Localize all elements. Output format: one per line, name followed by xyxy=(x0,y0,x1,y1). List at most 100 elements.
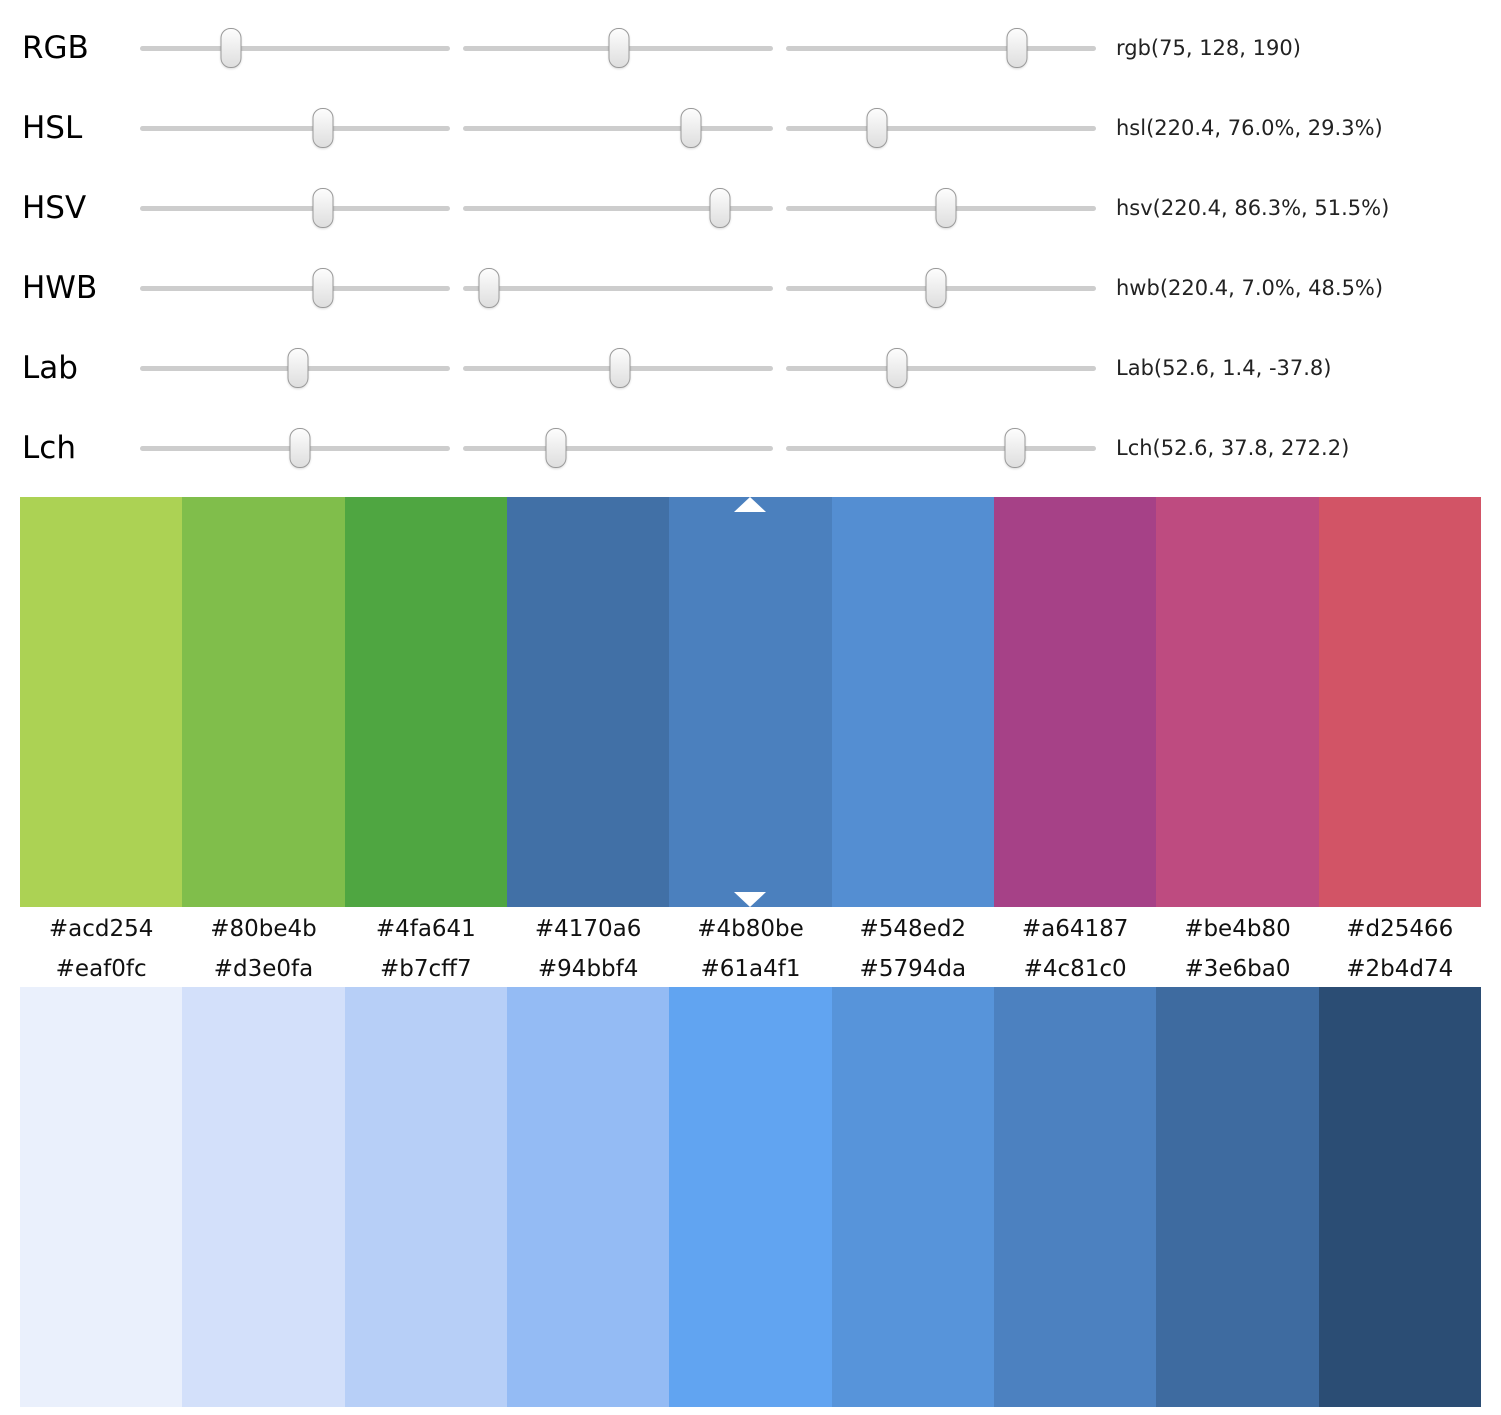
hue-hex-label-2: #80be4b xyxy=(210,916,317,942)
shade-palette-section: #eaf0fc #d3e0fa #b7cff7 #94bbf4 #61a4f1 … xyxy=(20,951,1481,1407)
hsl-slider-handle-2[interactable] xyxy=(680,108,702,148)
shade-swatch-3[interactable] xyxy=(344,987,507,1407)
hue-hex-label-7: #a64187 xyxy=(1021,916,1129,942)
slider-row-hwb-label: HWB xyxy=(22,270,98,306)
lab-slider-handle-1[interactable] xyxy=(287,348,309,388)
hsv-slider-track-3[interactable] xyxy=(786,186,1096,230)
slider-row-lab: Lab Lab(52.6, 1.4, -37.8) xyxy=(0,328,1501,408)
hue-hex-label-1: #acd254 xyxy=(48,916,154,942)
slider-row-hsl-tracks xyxy=(140,106,1096,150)
shade-swatch-9[interactable] xyxy=(1318,987,1481,1407)
hsl-slider-handle-1[interactable] xyxy=(312,108,334,148)
hsv-slider-track-2-line xyxy=(463,205,773,211)
shade-hex-label-4: #94bbf4 xyxy=(537,956,639,982)
lch-slider-track-3-line xyxy=(786,445,1096,451)
color-sliders-section: RGB rgb(75, 128, 190) HSL xyxy=(0,0,1501,488)
hsv-slider-handle-2[interactable] xyxy=(709,188,731,228)
rgb-slider-handle-3[interactable] xyxy=(1006,28,1028,68)
hue-hex-label-9: #d25466 xyxy=(1346,916,1454,942)
shade-hex-label-5: #61a4f1 xyxy=(700,956,801,982)
lch-slider-track-2[interactable] xyxy=(463,426,773,470)
hue-hex-label-5: #4b80be xyxy=(697,916,804,942)
rgb-slider-track-1[interactable] xyxy=(140,26,450,70)
hue-swatch-3[interactable] xyxy=(344,497,507,907)
hue-swatch-9[interactable] xyxy=(1318,497,1481,907)
hwb-slider-track-3[interactable] xyxy=(786,266,1096,310)
lab-slider-track-2[interactable] xyxy=(463,346,773,390)
rgb-slider-handle-2[interactable] xyxy=(608,28,630,68)
shade-hex-label-8: #3e6ba0 xyxy=(1184,956,1291,982)
hwb-slider-track-2-line xyxy=(463,285,773,291)
lab-slider-track-1[interactable] xyxy=(140,346,450,390)
hsl-slider-track-2[interactable] xyxy=(463,106,773,150)
hue-swatch-1[interactable] xyxy=(20,497,183,907)
shade-hex-label-3: #b7cff7 xyxy=(380,956,472,982)
hue-hex-label-4: #4170a6 xyxy=(534,916,642,942)
lab-slider-track-3-line xyxy=(786,365,1096,371)
lab-value-text: Lab(52.6, 1.4, -37.8) xyxy=(1116,356,1332,380)
hue-hex-label-6: #548ed2 xyxy=(859,916,967,942)
shade-swatch-8[interactable] xyxy=(1156,987,1319,1407)
slider-row-hwb: HWB hwb(220.4, 7.0%, 48.5%) xyxy=(0,248,1501,328)
shade-swatch-2[interactable] xyxy=(182,987,345,1407)
lch-slider-handle-1[interactable] xyxy=(289,428,311,468)
slider-row-lch: Lch Lch(52.6, 37.8, 272.2) xyxy=(0,408,1501,488)
selected-swatch-marker-top-icon xyxy=(734,497,767,512)
hsv-slider-handle-1[interactable] xyxy=(312,188,334,228)
hwb-slider-handle-2[interactable] xyxy=(478,268,500,308)
hue-hex-label-3: #4fa641 xyxy=(375,916,476,942)
hwb-slider-track-1[interactable] xyxy=(140,266,450,310)
hue-swatch-7[interactable] xyxy=(993,497,1157,907)
shade-swatch-1[interactable] xyxy=(20,987,183,1407)
hwb-slider-handle-3[interactable] xyxy=(925,268,947,308)
hsv-slider-track-1[interactable] xyxy=(140,186,450,230)
shade-hex-label-2: #d3e0fa xyxy=(213,956,314,982)
shade-swatch-6[interactable] xyxy=(831,987,994,1407)
rgb-slider-track-3[interactable] xyxy=(786,26,1096,70)
rgb-value-text: rgb(75, 128, 190) xyxy=(1116,36,1301,60)
hwb-slider-track-1-line xyxy=(140,285,450,291)
shade-swatch-4[interactable] xyxy=(506,987,670,1407)
hsl-slider-track-3[interactable] xyxy=(786,106,1096,150)
shade-palette-swatches xyxy=(20,987,1481,1407)
shade-palette-labels: #eaf0fc #d3e0fa #b7cff7 #94bbf4 #61a4f1 … xyxy=(20,951,1481,987)
hsl-slider-track-1[interactable] xyxy=(140,106,450,150)
shade-hex-label-9: #2b4d74 xyxy=(1346,956,1454,982)
shade-hex-label-7: #4c81c0 xyxy=(1023,956,1127,982)
hsv-slider-handle-3[interactable] xyxy=(935,188,957,228)
shade-swatch-5[interactable] xyxy=(669,987,832,1407)
slider-row-hsv-label: HSV xyxy=(22,190,87,226)
hsv-value-text: hsv(220.4, 86.3%, 51.5%) xyxy=(1116,196,1390,220)
lch-slider-track-1[interactable] xyxy=(140,426,450,470)
slider-row-rgb: RGB rgb(75, 128, 190) xyxy=(0,8,1501,88)
slider-row-hsl-label: HSL xyxy=(22,110,83,146)
hue-swatch-8[interactable] xyxy=(1156,497,1319,907)
lch-slider-handle-2[interactable] xyxy=(545,428,567,468)
rgb-slider-track-3-line xyxy=(786,45,1096,51)
slider-row-hsl: HSL hsl(220.4, 76.0%, 29.3%) xyxy=(0,88,1501,168)
hue-swatch-5-selected[interactable] xyxy=(669,497,832,907)
hsv-slider-track-2[interactable] xyxy=(463,186,773,230)
hue-hex-label-8: #be4b80 xyxy=(1184,916,1291,942)
hue-palette-labels: #acd254 #80be4b #4fa641 #4170a6 #4b80be … xyxy=(20,907,1481,951)
lch-slider-track-2-line xyxy=(463,445,773,451)
slider-row-hwb-tracks xyxy=(140,266,1096,310)
hue-swatch-2[interactable] xyxy=(182,497,345,907)
hsl-slider-handle-3[interactable] xyxy=(866,108,888,148)
hwb-slider-track-2[interactable] xyxy=(463,266,773,310)
lch-slider-track-3[interactable] xyxy=(786,426,1096,470)
lch-slider-handle-3[interactable] xyxy=(1004,428,1026,468)
shade-swatch-7[interactable] xyxy=(993,987,1157,1407)
hwb-slider-handle-1[interactable] xyxy=(312,268,334,308)
rgb-slider-handle-1[interactable] xyxy=(220,28,242,68)
hue-palette-swatches xyxy=(20,497,1481,907)
lab-slider-handle-2[interactable] xyxy=(609,348,631,388)
lab-slider-track-3[interactable] xyxy=(786,346,1096,390)
rgb-slider-track-2[interactable] xyxy=(463,26,773,70)
slider-row-rgb-tracks xyxy=(140,26,1096,70)
hue-swatch-4[interactable] xyxy=(506,497,670,907)
hue-swatch-6[interactable] xyxy=(831,497,994,907)
lch-value-text: Lch(52.6, 37.8, 272.2) xyxy=(1116,436,1350,460)
lab-slider-handle-3[interactable] xyxy=(886,348,908,388)
